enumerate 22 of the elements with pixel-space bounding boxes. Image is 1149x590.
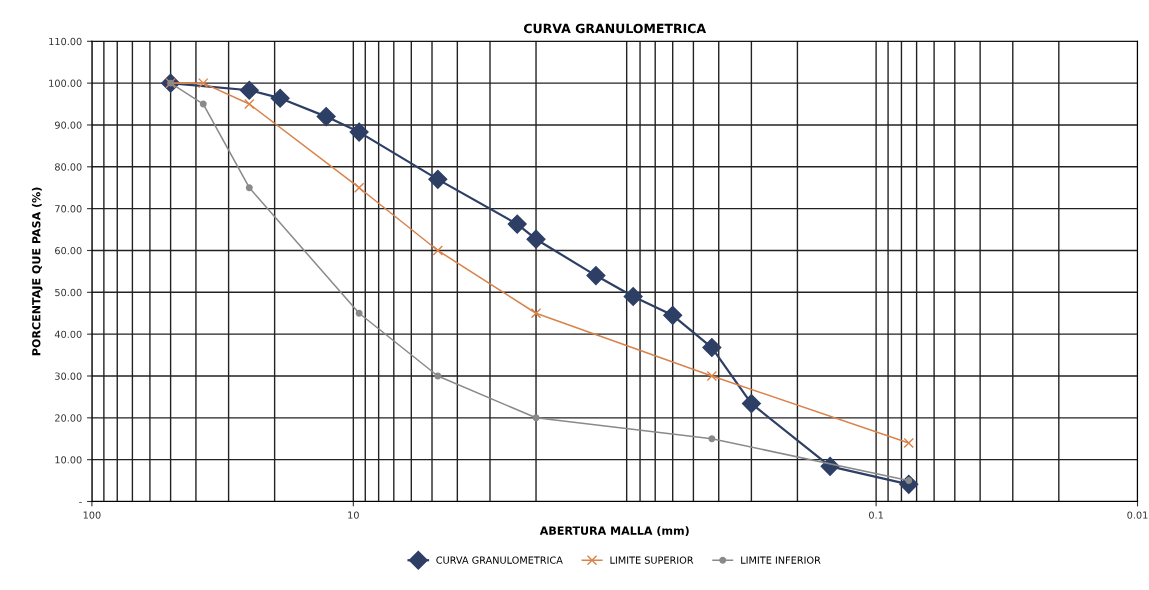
y-tick-label: 20.00 xyxy=(55,414,82,422)
y-tick-label: 110.00 xyxy=(49,37,82,46)
x-tick-label: 0.1 xyxy=(869,511,883,519)
x-tick-label: 100 xyxy=(83,511,101,519)
y-tick-label: 90.00 xyxy=(54,121,82,129)
y-tick-label: 50.00 xyxy=(55,288,82,297)
x-tick-label: 10 xyxy=(348,511,359,519)
y-tick-label: 40.00 xyxy=(54,330,82,338)
y-tick-label: 60.00 xyxy=(55,246,82,255)
x-axis-title: ABERTURA MALLA (mm) xyxy=(539,526,689,537)
legend-label: LIMITE INFERIOR xyxy=(741,556,821,564)
y-tick-label: - xyxy=(79,502,82,503)
y-tick-label: 80.00 xyxy=(55,163,82,171)
y-tick-label: 10.00 xyxy=(55,456,82,464)
y-tick-label: 30.00 xyxy=(55,372,82,380)
y-axis-title: PORCENTAJE QUE PASA (%) xyxy=(31,187,43,356)
y-tick-label: 100.00 xyxy=(49,79,82,87)
legend-label: CURVA GRANULOMETRICA xyxy=(436,556,563,564)
y-tick-label: 70.00 xyxy=(55,205,82,213)
x-tick-label: 0.01 xyxy=(1127,511,1148,519)
legend-label: LIMITE SUPERIOR xyxy=(610,556,694,564)
chart-title: CURVA GRANULOMETRICA xyxy=(523,23,707,34)
